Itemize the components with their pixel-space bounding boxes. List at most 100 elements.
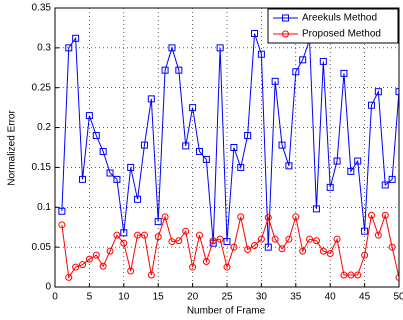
series-line xyxy=(61,33,399,248)
marker xyxy=(361,251,369,259)
marker xyxy=(127,163,135,171)
y-tick-label: 0.1 xyxy=(37,202,51,213)
marker xyxy=(120,239,128,247)
marker xyxy=(182,142,190,150)
marker xyxy=(333,235,341,243)
x-axis-label: Number of Frame xyxy=(187,306,266,317)
marker xyxy=(257,50,265,58)
marker xyxy=(175,237,183,245)
marker xyxy=(120,229,128,237)
marker xyxy=(99,262,107,270)
marker xyxy=(285,162,293,170)
plot-area xyxy=(55,8,399,287)
marker xyxy=(175,66,183,74)
marker xyxy=(264,243,272,251)
marker xyxy=(127,267,135,275)
y-tick-label: 0.15 xyxy=(32,162,52,173)
x-tick-label: 50 xyxy=(393,292,403,303)
marker xyxy=(223,263,231,271)
marker xyxy=(299,247,307,255)
y-axis-label: Normalized Error xyxy=(7,110,18,186)
marker xyxy=(333,157,341,165)
marker xyxy=(79,175,87,183)
x-tick-label: 5 xyxy=(87,292,93,303)
marker xyxy=(319,57,327,65)
marker xyxy=(216,44,224,52)
marker xyxy=(367,101,375,109)
marker xyxy=(306,235,314,243)
marker xyxy=(202,155,210,163)
marker xyxy=(99,147,107,155)
marker xyxy=(189,263,197,271)
marker xyxy=(106,169,114,177)
marker xyxy=(85,112,93,120)
marker xyxy=(161,213,169,221)
marker xyxy=(168,238,176,246)
marker xyxy=(299,56,307,64)
axes-box xyxy=(54,7,400,288)
marker xyxy=(230,144,238,151)
marker xyxy=(374,88,382,96)
marker xyxy=(106,247,114,255)
y-tick-label: 0 xyxy=(45,282,51,293)
marker xyxy=(347,271,355,279)
marker xyxy=(367,211,375,219)
x-tick-label: 10 xyxy=(118,292,130,303)
marker xyxy=(72,263,80,271)
marker xyxy=(264,214,272,222)
marker xyxy=(388,243,396,251)
marker xyxy=(388,175,396,183)
marker xyxy=(134,231,142,239)
marker xyxy=(374,231,382,239)
marker xyxy=(147,271,155,279)
y-tick-label: 0.35 xyxy=(32,3,52,14)
marker xyxy=(244,132,252,140)
marker xyxy=(58,207,66,215)
marker xyxy=(285,235,293,243)
marker xyxy=(209,237,217,245)
marker xyxy=(278,141,286,149)
x-tick-label: 35 xyxy=(290,292,302,303)
marker xyxy=(195,147,203,155)
marker xyxy=(237,213,245,221)
marker xyxy=(395,88,399,96)
y-tick-label: 0.05 xyxy=(32,242,52,253)
legend-marker xyxy=(282,30,289,38)
marker xyxy=(251,30,259,38)
y-tick-label: 0.2 xyxy=(37,122,51,133)
marker xyxy=(340,69,348,77)
marker xyxy=(168,44,176,52)
marker xyxy=(395,273,399,281)
marker xyxy=(354,271,362,279)
marker xyxy=(154,218,162,226)
marker xyxy=(326,183,334,191)
marker xyxy=(354,157,362,165)
marker xyxy=(257,235,265,243)
marker xyxy=(312,205,320,213)
marker xyxy=(271,235,279,243)
marker xyxy=(154,233,162,241)
series-line xyxy=(61,213,399,279)
x-tick-label: 30 xyxy=(256,292,268,303)
marker xyxy=(216,235,224,243)
legend-marker xyxy=(282,14,289,22)
marker xyxy=(223,238,231,246)
marker xyxy=(65,44,73,52)
marker xyxy=(292,68,300,76)
marker xyxy=(85,255,93,263)
marker xyxy=(140,141,148,149)
marker xyxy=(340,271,348,279)
marker xyxy=(65,273,73,281)
y-tick-label: 0.3 xyxy=(37,42,51,53)
marker xyxy=(237,163,245,171)
marker xyxy=(134,195,142,203)
marker xyxy=(381,181,389,189)
marker xyxy=(182,227,190,235)
legend-box xyxy=(267,8,399,44)
legend-label: Areekuls Method xyxy=(302,13,377,24)
marker xyxy=(244,246,252,254)
marker xyxy=(92,132,100,140)
marker xyxy=(140,231,148,239)
marker xyxy=(79,261,87,269)
